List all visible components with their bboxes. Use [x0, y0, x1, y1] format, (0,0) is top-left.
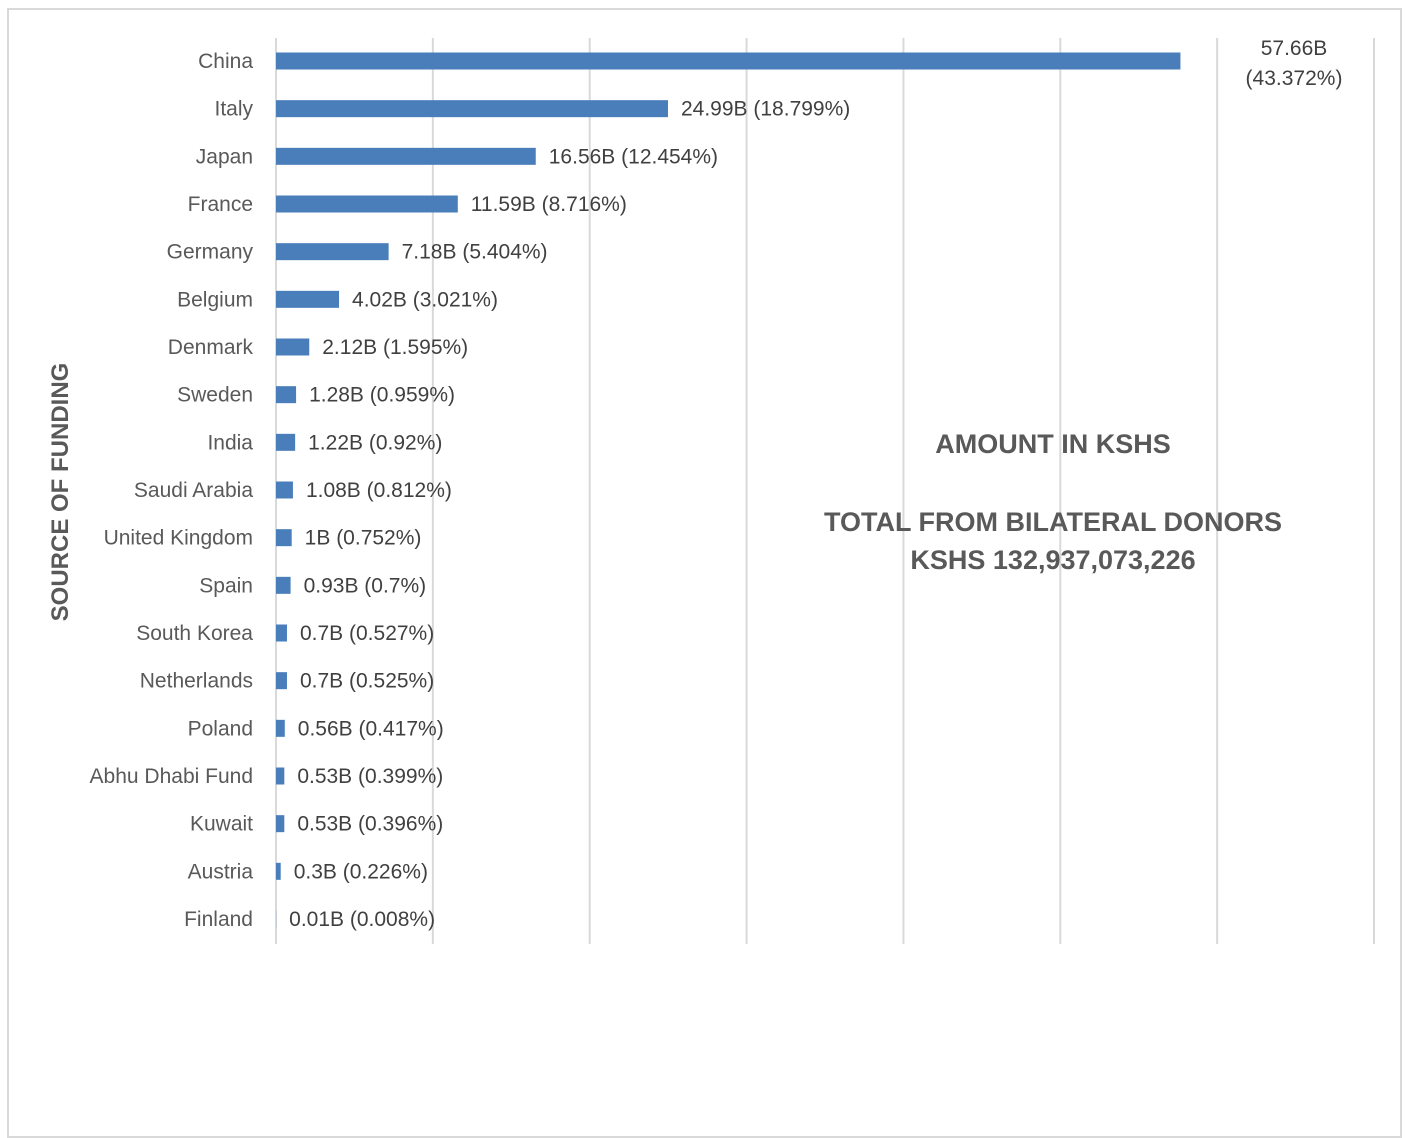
- bar: [276, 53, 1180, 70]
- bar: [276, 339, 309, 356]
- annotation-total-title: TOTAL FROM BILATERAL DONORS: [824, 507, 1282, 537]
- bar: [276, 577, 291, 594]
- category-label: Finland: [184, 908, 253, 931]
- data-label: 2.12B (1.595%): [322, 336, 468, 359]
- bar: [276, 672, 287, 689]
- category-label: Japan: [196, 145, 253, 168]
- bar: [276, 815, 284, 832]
- bar: [276, 625, 287, 642]
- data-label: 0.53B (0.396%): [297, 813, 443, 836]
- bar: [276, 196, 458, 213]
- annotation-total-value: KSHS 132,937,073,226: [910, 545, 1195, 575]
- category-label: Denmark: [168, 336, 254, 359]
- bar: [276, 720, 285, 737]
- bar: [276, 768, 284, 785]
- bar: [276, 529, 292, 546]
- category-label: Netherlands: [140, 670, 253, 693]
- category-label: Kuwait: [190, 813, 253, 836]
- data-label: 0.56B (0.417%): [298, 717, 444, 740]
- data-label: 1.22B (0.92%): [308, 431, 442, 454]
- annotation-amount: AMOUNT IN KSHS: [935, 429, 1171, 459]
- data-label: 0.7B (0.527%): [300, 622, 434, 645]
- data-label: 24.99B (18.799%): [681, 98, 850, 121]
- bar: [276, 291, 339, 308]
- bar: [276, 148, 536, 165]
- category-label: France: [188, 193, 253, 216]
- data-label: 4.02B (3.021%): [352, 288, 498, 311]
- category-label: Saudi Arabia: [134, 479, 253, 502]
- data-label: 57.66B(43.372%): [1246, 37, 1343, 90]
- category-label: Poland: [188, 717, 253, 740]
- data-label: 0.53B (0.399%): [297, 765, 443, 788]
- data-label: 1.08B (0.812%): [306, 479, 452, 502]
- category-label: Sweden: [177, 384, 253, 407]
- category-label: Abhu Dhabi Fund: [90, 765, 253, 788]
- category-label: Germany: [167, 241, 254, 264]
- category-label: India: [207, 431, 253, 454]
- category-label: China: [198, 50, 253, 73]
- category-label: Italy: [214, 98, 253, 121]
- bar: [276, 434, 295, 451]
- data-label: 11.59B (8.716%): [471, 193, 627, 216]
- category-label: United Kingdom: [104, 527, 253, 550]
- data-label: 1.28B (0.959%): [309, 384, 455, 407]
- data-label: 0.3B (0.226%): [294, 860, 428, 883]
- bar: [276, 386, 296, 403]
- category-label: Belgium: [177, 288, 253, 311]
- category-label: Spain: [199, 574, 253, 597]
- data-label: 0.93B (0.7%): [304, 574, 427, 597]
- category-label: Austria: [188, 860, 254, 883]
- data-label: 16.56B (12.454%): [549, 145, 718, 168]
- bar: [276, 863, 281, 880]
- data-label: 7.18B (5.404%): [402, 241, 548, 264]
- data-label: 0.7B (0.525%): [300, 670, 434, 693]
- data-label: 0.01B (0.008%): [289, 908, 435, 931]
- bar: [276, 482, 293, 499]
- category-label: South Korea: [136, 622, 253, 645]
- y-axis-label: SOURCE OF FUNDING: [47, 363, 74, 622]
- bar: [276, 243, 389, 260]
- bar: [276, 100, 668, 117]
- data-label: 1B (0.752%): [305, 527, 422, 550]
